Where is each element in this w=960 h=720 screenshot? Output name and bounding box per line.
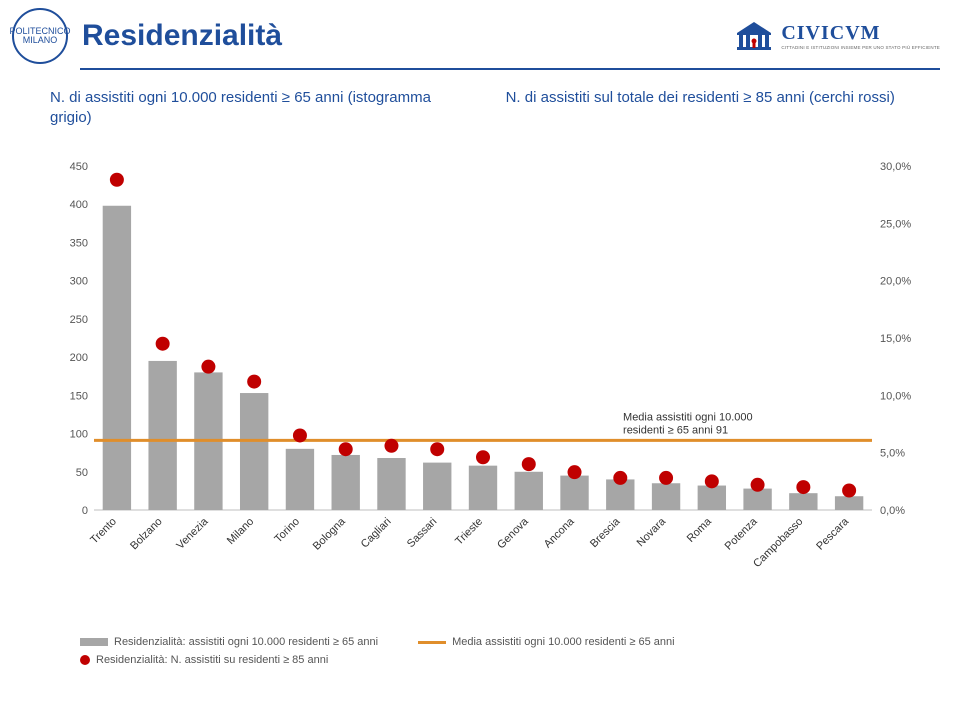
legend-label-2: Media assistiti ogni 10.000 residenti ≥ …	[452, 636, 675, 648]
svg-text:Trento: Trento	[88, 516, 119, 547]
svg-text:25,0%: 25,0%	[880, 218, 911, 230]
svg-text:100: 100	[70, 429, 88, 441]
svg-text:0: 0	[82, 505, 88, 517]
svg-text:Novara: Novara	[635, 515, 669, 549]
header-divider	[80, 68, 940, 70]
page-title: Residenzialità	[82, 19, 733, 53]
svg-text:Milano: Milano	[225, 516, 256, 547]
svg-text:Roma: Roma	[685, 515, 715, 545]
logo-left-text: POLITECNICO MILANO	[10, 27, 71, 45]
svg-text:5,0%: 5,0%	[880, 448, 905, 460]
svg-text:350: 350	[70, 237, 88, 249]
dot-swatch-icon	[80, 655, 90, 665]
svg-text:20,0%: 20,0%	[880, 276, 911, 288]
legend-label-3: Residenzialità: N. assistiti su resident…	[96, 654, 328, 666]
svg-text:Trieste: Trieste	[453, 516, 485, 548]
logo-civicvm: CIVICVM CITTADINI E ISTITUZIONI INSIEME …	[733, 19, 940, 53]
line-swatch-icon	[418, 641, 446, 644]
svg-text:Bolzano: Bolzano	[128, 516, 165, 553]
logo-right-name: CIVICVM	[781, 22, 880, 45]
subtitles: N. di assistiti ogni 10.000 residenti ≥ …	[50, 88, 910, 127]
bar-swatch-icon	[80, 638, 108, 646]
svg-text:Potenza: Potenza	[723, 515, 761, 553]
svg-text:0,0%: 0,0%	[880, 505, 905, 517]
chart-svg: 0 50 100 150 200 250 300 350 400 450 0,0% 5,0% 10,0%…	[48, 158, 918, 628]
svg-text:Pescara: Pescara	[814, 515, 852, 553]
svg-text:30,0%: 30,0%	[880, 161, 911, 173]
svg-text:Torino: Torino	[272, 516, 302, 546]
svg-text:15,0%: 15,0%	[880, 333, 911, 345]
chart: 0 50 100 150 200 250 300 350 400 450 0,0% 5,0% 10,0%…	[48, 158, 918, 628]
logo-right-sub: CITTADINI E ISTITUZIONI INSIEME PER UNO …	[781, 45, 940, 50]
svg-text:Sassari: Sassari	[405, 516, 439, 550]
svg-text:150: 150	[70, 390, 88, 402]
svg-text:250: 250	[70, 314, 88, 326]
svg-text:50: 50	[76, 467, 88, 479]
logo-politecnico: POLITECNICO MILANO	[12, 8, 68, 64]
legend-item-bars: Residenzialità: assistiti ogni 10.000 re…	[80, 636, 378, 648]
svg-text:400: 400	[70, 199, 88, 211]
subtitle-right: N. di assistiti sul totale dei residenti…	[506, 88, 902, 127]
svg-text:Venezia: Venezia	[174, 515, 211, 552]
svg-text:Media assistiti ogni 10.000: Media assistiti ogni 10.000	[623, 411, 753, 423]
legend-item-dots: Residenzialità: N. assistiti su resident…	[80, 654, 328, 666]
svg-text:residenti ≥ 65 anni 91: residenti ≥ 65 anni 91	[623, 424, 728, 436]
svg-text:Genova: Genova	[495, 515, 531, 551]
legend-label-1: Residenzialità: assistiti ogni 10.000 re…	[114, 636, 378, 648]
svg-text:Cagliari: Cagliari	[359, 516, 394, 551]
building-icon	[733, 19, 775, 53]
svg-text:10,0%: 10,0%	[880, 390, 911, 402]
svg-text:200: 200	[70, 352, 88, 364]
svg-text:Ancona: Ancona	[542, 515, 577, 550]
svg-text:450: 450	[70, 161, 88, 173]
svg-text:300: 300	[70, 276, 88, 288]
header: POLITECNICO MILANO Residenzialità CIVICV…	[0, 0, 960, 64]
svg-text:Brescia: Brescia	[588, 515, 623, 550]
subtitle-left: N. di assistiti ogni 10.000 residenti ≥ …	[50, 88, 446, 127]
legend: Residenzialità: assistiti ogni 10.000 re…	[80, 636, 900, 672]
legend-item-line: Media assistiti ogni 10.000 residenti ≥ …	[418, 636, 675, 648]
svg-text:Bologna: Bologna	[311, 515, 349, 553]
